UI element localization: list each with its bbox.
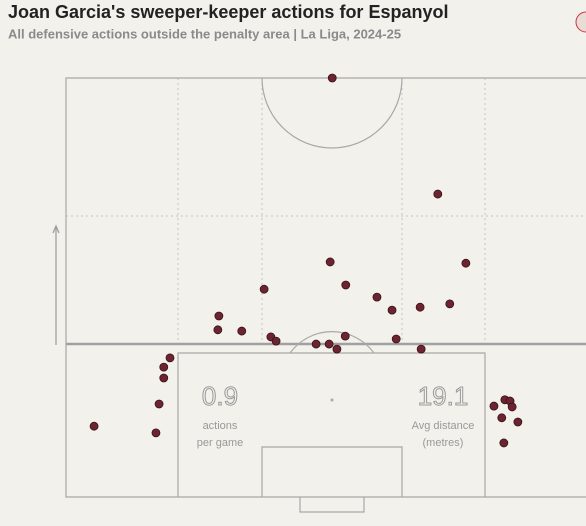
point <box>151 428 161 438</box>
point <box>433 189 443 199</box>
point <box>387 305 397 315</box>
point <box>327 73 337 83</box>
point <box>159 362 169 372</box>
stat-label: per game <box>197 437 243 449</box>
point <box>214 311 224 321</box>
point <box>461 258 471 268</box>
point <box>159 373 169 383</box>
chart-subtitle: All defensive actions outside the penalt… <box>8 26 401 41</box>
stat-label: (metres) <box>423 437 464 449</box>
point <box>259 284 269 294</box>
point <box>324 339 334 349</box>
point <box>445 299 455 309</box>
point <box>415 302 425 312</box>
point <box>311 339 321 349</box>
stat-label: Avg distance <box>412 420 475 432</box>
point <box>497 413 507 423</box>
point <box>341 280 351 290</box>
pitch <box>52 77 586 513</box>
logo <box>575 11 586 33</box>
point <box>325 257 335 267</box>
point <box>499 438 509 448</box>
point <box>372 292 382 302</box>
point <box>237 326 247 336</box>
stat-label: actions <box>203 420 238 432</box>
point <box>165 353 175 363</box>
point <box>507 402 517 412</box>
point <box>489 401 499 411</box>
point <box>340 331 350 341</box>
point <box>271 336 281 346</box>
point <box>513 417 523 427</box>
point <box>154 399 164 409</box>
stat-value: 19.1 <box>418 381 469 411</box>
point <box>391 334 401 344</box>
stat-value: 0.9 <box>202 381 238 411</box>
chart-title: Joan Garcia's sweeper-keeper actions for… <box>8 2 448 22</box>
point <box>213 325 223 335</box>
point <box>89 421 99 431</box>
point <box>416 344 426 354</box>
point <box>332 344 342 354</box>
